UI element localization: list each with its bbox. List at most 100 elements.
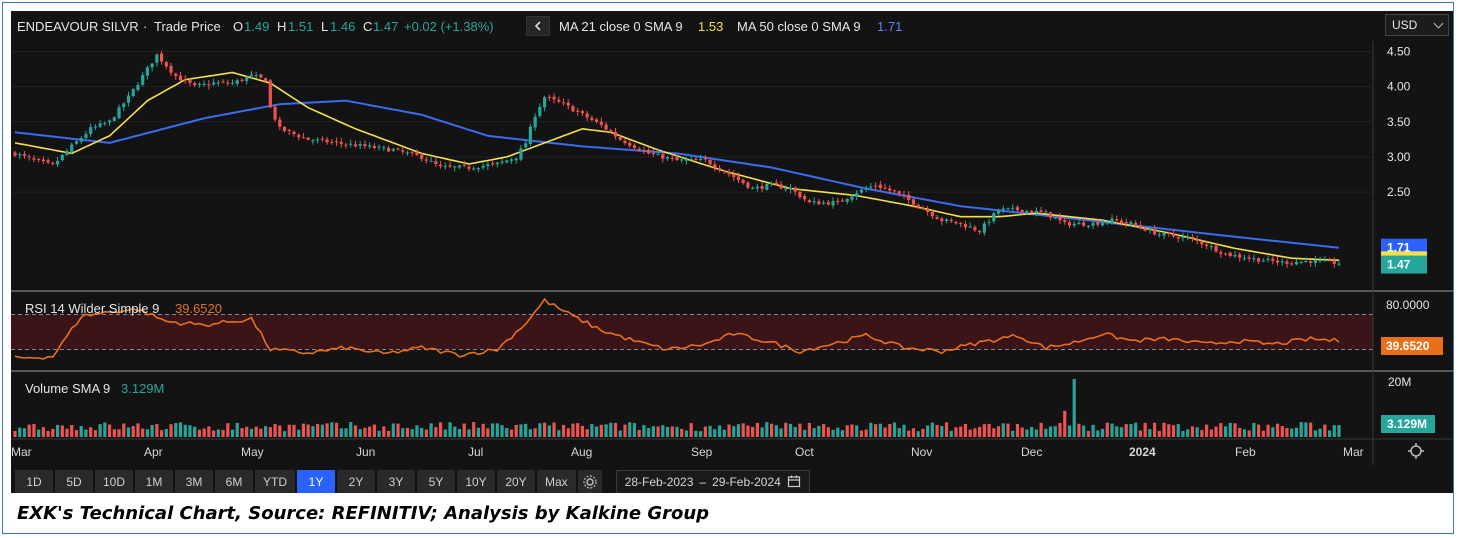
volume-bar bbox=[245, 426, 249, 437]
candle-down bbox=[604, 124, 608, 130]
settings-icon[interactable] bbox=[1408, 443, 1424, 459]
candle-down bbox=[935, 217, 939, 219]
candle-up bbox=[476, 168, 480, 170]
candle-down bbox=[736, 176, 741, 180]
gear-icon[interactable] bbox=[577, 470, 602, 493]
candle-down bbox=[386, 147, 391, 152]
chevron-left-icon bbox=[534, 21, 541, 31]
volume-bar bbox=[647, 428, 651, 437]
volume-bar bbox=[1091, 424, 1095, 437]
timeframe-button-5d[interactable]: 5D bbox=[55, 470, 93, 493]
candle-up bbox=[1025, 210, 1029, 213]
candle-up bbox=[769, 183, 774, 185]
candle-down bbox=[637, 148, 641, 151]
high-label: H bbox=[277, 19, 286, 34]
candle-up bbox=[122, 103, 126, 108]
currency-select[interactable]: USD bbox=[1385, 14, 1449, 36]
legend: ENDEAVOUR SILVR · Trade Price O 1.49 H 1… bbox=[17, 19, 902, 34]
volume-bar bbox=[836, 427, 840, 437]
volume-bar bbox=[788, 423, 793, 437]
volume-bar bbox=[637, 429, 641, 437]
candle-down bbox=[741, 179, 745, 184]
volume-bar bbox=[812, 428, 816, 437]
volume-bar bbox=[859, 430, 864, 437]
candle-down bbox=[717, 168, 722, 171]
volume-bar bbox=[954, 427, 958, 437]
candle-up bbox=[850, 196, 854, 200]
volume-bar bbox=[264, 426, 268, 437]
candle-down bbox=[169, 65, 173, 73]
volume-bar bbox=[235, 422, 239, 437]
volume-label: Volume SMA 9 bbox=[25, 381, 110, 396]
candle-down bbox=[916, 204, 920, 208]
candle-down bbox=[595, 119, 599, 122]
timeframe-button-1y[interactable]: 1Y bbox=[297, 470, 336, 493]
volume-bar bbox=[22, 428, 27, 437]
candle-down bbox=[817, 201, 821, 205]
candle-down bbox=[897, 191, 901, 194]
time-tick-label: Mar bbox=[11, 445, 32, 459]
candle-up bbox=[405, 152, 410, 154]
volume-bar bbox=[1072, 379, 1076, 437]
timeframe-button-5y[interactable]: 5Y bbox=[417, 470, 456, 493]
collapse-legend-button[interactable] bbox=[526, 16, 550, 36]
candle-down bbox=[259, 74, 263, 78]
candle-up bbox=[150, 63, 154, 68]
volume-bar bbox=[1134, 422, 1138, 437]
candle-down bbox=[1134, 222, 1138, 226]
timeframe-button-3m[interactable]: 3M bbox=[175, 470, 214, 493]
volume-bar bbox=[1157, 430, 1161, 437]
candle-up bbox=[1110, 218, 1114, 224]
candle-down bbox=[264, 78, 268, 82]
volume-bar bbox=[1271, 427, 1275, 437]
timeframe-button-6m[interactable]: 6M bbox=[215, 470, 254, 493]
ma50-value: 1.71 bbox=[877, 19, 902, 34]
volume-bar bbox=[74, 430, 79, 437]
candle-up bbox=[93, 126, 97, 128]
timeframe-button-10y[interactable]: 10Y bbox=[457, 470, 496, 493]
timeframe-button-max[interactable]: Max bbox=[537, 470, 576, 493]
volume-bar bbox=[141, 428, 145, 437]
volume-bar bbox=[656, 426, 660, 437]
timeframe-button-2y[interactable]: 2Y bbox=[337, 470, 376, 493]
rsi-label: RSI 14 Wilder Simple 9 bbox=[25, 301, 159, 316]
candle-up bbox=[1323, 260, 1327, 262]
date-range-picker[interactable]: 28-Feb-2023–29-Feb-2024 bbox=[615, 470, 810, 493]
candle-down bbox=[1143, 228, 1147, 231]
date-separator: – bbox=[699, 475, 707, 489]
calendar-icon[interactable] bbox=[787, 474, 801, 491]
volume-bar bbox=[1025, 429, 1029, 437]
volume-bar bbox=[301, 423, 306, 437]
ma21-value: 1.53 bbox=[698, 19, 723, 34]
timeframe-button-1m[interactable]: 1M bbox=[135, 470, 174, 493]
timeframe-button-ytd[interactable]: YTD bbox=[255, 470, 296, 493]
candle-down bbox=[420, 154, 424, 159]
candle-up bbox=[89, 127, 93, 135]
volume-bar bbox=[349, 422, 353, 437]
price-badges: 1.711.531.47 bbox=[1381, 238, 1427, 274]
price-chart[interactable]: ENDEAVOUR SILVR · Trade Price O 1.49 H 1… bbox=[11, 11, 1453, 493]
candle-down bbox=[670, 157, 674, 159]
volume-bar bbox=[415, 425, 419, 437]
candle-up bbox=[1242, 258, 1247, 260]
volume-bar bbox=[46, 430, 50, 437]
volume-bar bbox=[287, 424, 291, 437]
volume-bar bbox=[410, 429, 414, 437]
candle-down bbox=[1067, 222, 1072, 226]
candle-down bbox=[193, 83, 197, 85]
timeframe-button-1d[interactable]: 1D bbox=[15, 470, 53, 493]
volume-bar bbox=[595, 426, 599, 437]
candle-down bbox=[174, 73, 178, 77]
candle-up bbox=[311, 140, 315, 142]
timeframe-button-20y[interactable]: 20Y bbox=[497, 470, 536, 493]
close-value: 1.47 bbox=[373, 19, 398, 34]
candle-up bbox=[689, 159, 693, 161]
candle-down bbox=[424, 159, 428, 161]
volume-bar bbox=[462, 423, 466, 437]
timeframe-button-10d[interactable]: 10D bbox=[95, 470, 134, 493]
candle-up bbox=[1266, 258, 1270, 260]
volume-bar bbox=[448, 422, 452, 437]
timeframe-button-3y[interactable]: 3Y bbox=[377, 470, 416, 493]
candle-up bbox=[1299, 261, 1303, 263]
candle-down bbox=[836, 200, 840, 202]
